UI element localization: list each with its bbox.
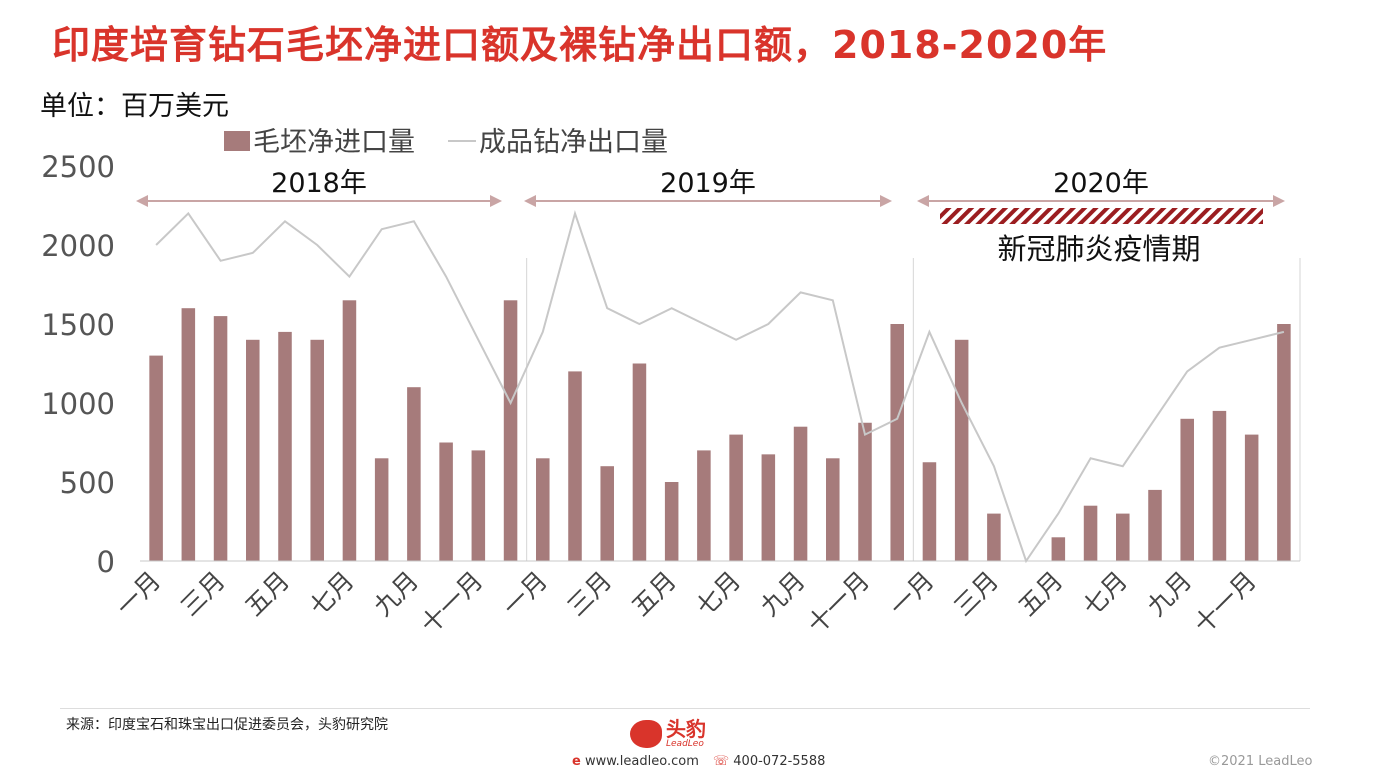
legend-bar-swatch: [224, 131, 250, 151]
bar: [1148, 489, 1162, 561]
bar: [826, 458, 840, 561]
chart: 05001000150020002500一月 三月 五月 七月 九月十一月 一月 三月 五月七…: [41, 127, 1301, 640]
y-tick-label: 0: [97, 545, 115, 579]
bar: [600, 466, 614, 561]
covid-annotation: 新冠肺炎疫情期: [997, 232, 1200, 266]
y-tick-label: 1000: [41, 387, 115, 421]
bar: [1083, 505, 1098, 561]
x-tick-label: 一月: [110, 566, 166, 622]
year-label: 2018年: [271, 168, 367, 199]
x-tick-label: 九月: [368, 566, 424, 622]
bar: [246, 339, 260, 561]
bar: [213, 316, 228, 561]
website-item[interactable]: e www.leadleo.com: [572, 754, 699, 769]
arrow-left-icon: [917, 195, 929, 207]
legend-line-label: 成品钻净出口量: [479, 127, 668, 158]
x-tick-label: 三月: [562, 566, 618, 622]
x-tick-label: 十一月: [1188, 566, 1262, 640]
y-tick-label: 500: [60, 466, 115, 500]
bar: [407, 387, 421, 561]
phone-icon: ☏: [712, 754, 730, 769]
logo-sub: LeadLeo: [666, 739, 704, 749]
arrow-right-icon: [1273, 195, 1285, 207]
source-note: 来源：印度宝石和珠宝出口促进委员会，头豹研究院: [66, 717, 388, 733]
x-tick-label: 五月: [626, 566, 682, 622]
phone-item: ☏ 400-072-5588: [713, 754, 826, 769]
x-tick-label: 三月: [948, 566, 1004, 622]
bar: [568, 371, 582, 561]
y-tick-label: 2000: [41, 229, 115, 263]
bar: [697, 450, 711, 561]
covid-hatch-band: [940, 208, 1263, 224]
bar: [471, 450, 486, 561]
bar: [503, 300, 518, 561]
bar: [149, 355, 163, 561]
bar: [1212, 410, 1227, 561]
x-tick-label: 一月: [497, 566, 553, 622]
bar: [1277, 324, 1291, 561]
bar: [858, 422, 872, 561]
x-tick-label: 七月: [1077, 566, 1133, 622]
globe-icon: e: [572, 754, 581, 769]
bar: [342, 300, 357, 561]
bar: [181, 308, 196, 561]
x-tick-label: 一月: [884, 566, 940, 622]
x-tick-label: 十一月: [802, 566, 876, 640]
bar: [793, 426, 808, 561]
year-label: 2019年: [660, 168, 756, 199]
copyright: ©2021 LeadLeo: [1208, 754, 1313, 769]
unit-label: 单位：百万美元: [40, 91, 229, 122]
bar: [1180, 418, 1194, 561]
arrow-right-icon: [880, 195, 892, 207]
bar: [664, 482, 679, 561]
arrow-right-icon: [490, 195, 502, 207]
legend-bar-label: 毛坯净进口量: [253, 127, 415, 158]
chart-title: 印度培育钻石毛坯净进口额及裸钻净出口额，2018-2020年: [52, 23, 1108, 67]
bar: [987, 513, 1001, 561]
y-tick-label: 1500: [41, 308, 115, 342]
contact-info: e www.leadleo.com ☏ 400-072-5588: [572, 754, 825, 769]
x-tick-label: 九月: [755, 566, 811, 622]
x-tick-label: 五月: [239, 566, 295, 622]
x-tick-label: 三月: [175, 566, 231, 622]
footer-divider: [60, 708, 1310, 709]
leopard-icon: [630, 720, 662, 748]
arrow-left-icon: [524, 195, 536, 207]
bar: [310, 339, 324, 561]
bar: [1116, 513, 1130, 561]
bar: [890, 324, 904, 561]
x-tick-label: 七月: [304, 566, 360, 622]
leadleo-logo: 头豹 LeadLeo: [630, 716, 740, 752]
bar: [439, 442, 453, 561]
x-tick-label: 十一月: [415, 566, 489, 640]
export-line: [155, 209, 1285, 564]
arrow-left-icon: [136, 195, 148, 207]
logo-name: 头豹: [666, 717, 706, 741]
bar: [1051, 537, 1066, 561]
bar: [954, 339, 969, 561]
bar: [374, 458, 389, 561]
bar: [278, 331, 292, 561]
x-tick-label: 七月: [690, 566, 746, 622]
website-text: www.leadleo.com: [584, 754, 699, 769]
y-tick-label: 2500: [41, 150, 115, 184]
bar: [729, 434, 743, 561]
phone-text: 400-072-5588: [733, 754, 826, 769]
bar: [632, 363, 647, 561]
bar: [922, 462, 937, 561]
year-label: 2020年: [1053, 168, 1149, 199]
bar: [761, 454, 776, 561]
x-tick-label: 五月: [1013, 566, 1069, 622]
bar: [1244, 434, 1259, 561]
bar: [536, 458, 550, 561]
x-tick-label: 九月: [1142, 566, 1198, 622]
